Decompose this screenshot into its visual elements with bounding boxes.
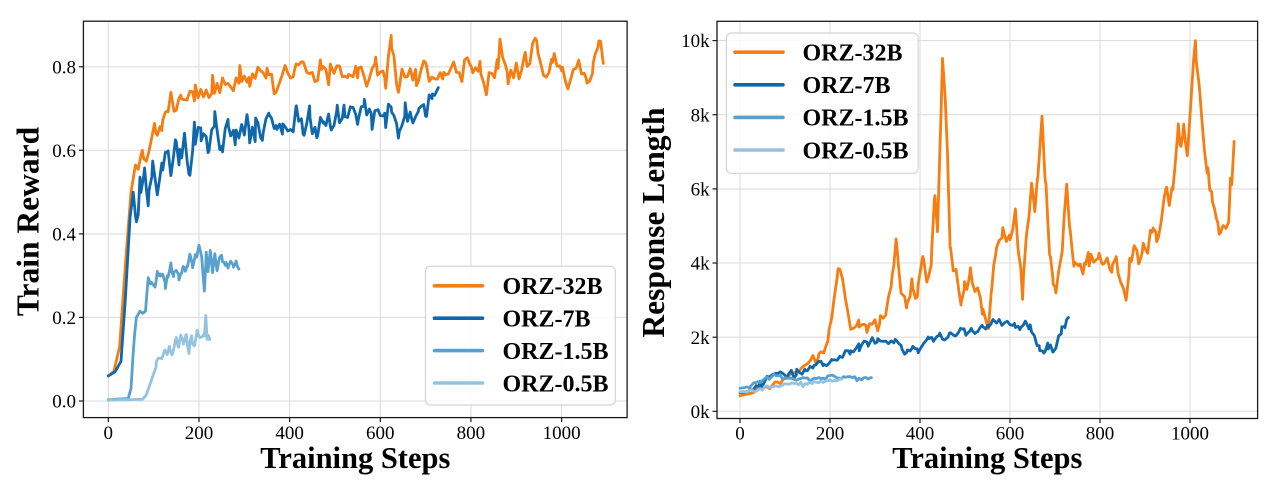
- svg-text:ORZ-1.5B: ORZ-1.5B: [503, 339, 609, 365]
- svg-text:6k: 6k: [691, 180, 711, 201]
- svg-text:600: 600: [996, 424, 1025, 445]
- svg-text:800: 800: [457, 423, 486, 444]
- svg-text:Train Reward: Train Reward: [11, 126, 46, 316]
- svg-text:ORZ-0.5B: ORZ-0.5B: [503, 371, 609, 397]
- svg-text:8k: 8k: [691, 105, 711, 126]
- svg-text:200: 200: [185, 423, 214, 444]
- svg-text:ORZ-0.5B: ORZ-0.5B: [803, 138, 909, 164]
- svg-text:400: 400: [906, 424, 935, 445]
- svg-text:0.6: 0.6: [52, 141, 76, 162]
- svg-text:4k: 4k: [691, 254, 711, 275]
- svg-text:600: 600: [366, 423, 395, 444]
- svg-text:Response Length: Response Length: [636, 107, 671, 338]
- svg-text:1000: 1000: [543, 423, 581, 444]
- svg-text:ORZ-32B: ORZ-32B: [503, 274, 603, 300]
- svg-text:0: 0: [104, 423, 114, 444]
- svg-text:2k: 2k: [691, 328, 711, 349]
- svg-text:ORZ-7B: ORZ-7B: [503, 307, 591, 333]
- svg-text:ORZ-1.5B: ORZ-1.5B: [803, 106, 909, 132]
- svg-text:Training Steps: Training Steps: [892, 441, 1082, 475]
- svg-text:0.2: 0.2: [52, 308, 76, 329]
- svg-text:0.8: 0.8: [52, 57, 76, 78]
- svg-text:ORZ-7B: ORZ-7B: [803, 73, 891, 99]
- svg-text:ORZ-32B: ORZ-32B: [803, 41, 903, 67]
- svg-text:0.0: 0.0: [52, 392, 76, 413]
- svg-text:10k: 10k: [681, 31, 710, 52]
- svg-text:1000: 1000: [1171, 424, 1209, 445]
- svg-text:400: 400: [275, 423, 304, 444]
- svg-text:800: 800: [1086, 424, 1115, 445]
- svg-text:Training Steps: Training Steps: [260, 441, 450, 475]
- svg-text:200: 200: [816, 424, 845, 445]
- svg-text:0k: 0k: [691, 402, 711, 423]
- svg-text:0.4: 0.4: [52, 225, 76, 246]
- svg-text:0: 0: [735, 424, 745, 445]
